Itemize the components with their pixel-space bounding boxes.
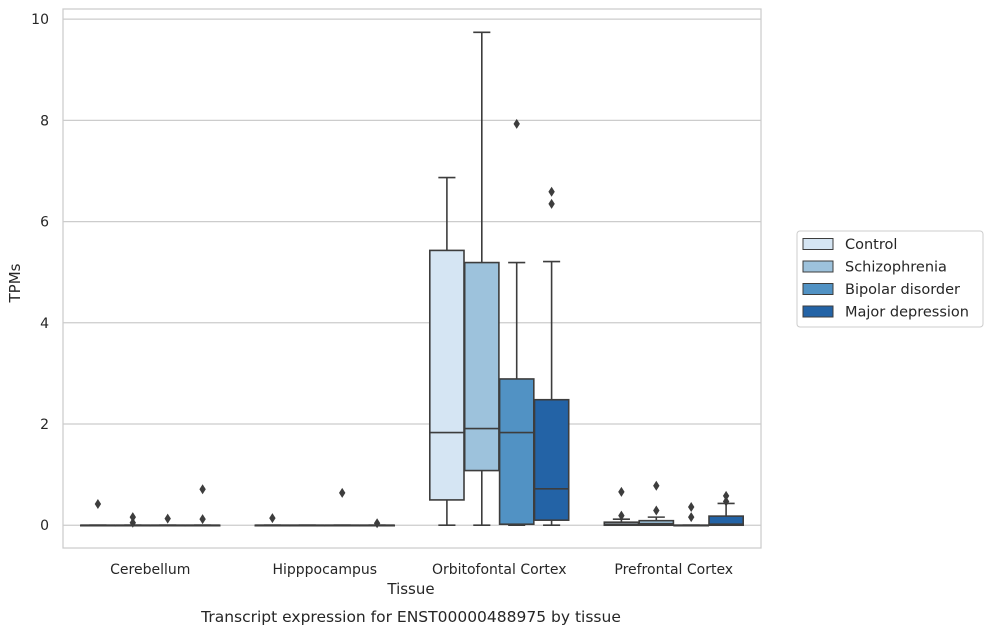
box: [463, 261, 500, 472]
box-schizophrenia: [638, 480, 675, 527]
outlier-point: [548, 186, 555, 197]
x-tick-label: Orbitofontal Cortex: [432, 562, 567, 578]
outlier-point: [94, 498, 102, 509]
legend-frame: [796, 230, 984, 328]
outlier-point: [199, 514, 206, 525]
legend-swatch: [802, 260, 834, 273]
legend-swatch: [802, 283, 834, 295]
box-control: [79, 498, 116, 527]
y-tick-label: 6: [40, 215, 49, 231]
legend-label: Control: [845, 237, 897, 253]
gridlines: [63, 18, 761, 526]
box-bipolar-disorder: [673, 502, 710, 527]
box-major-depression: [184, 484, 221, 527]
y-tick-label: 10: [31, 12, 49, 28]
outlier-point: [129, 517, 136, 528]
box: [498, 378, 535, 526]
box-control: [254, 513, 291, 527]
legend-swatch: [802, 238, 834, 250]
box: [428, 249, 465, 501]
outlier-point: [513, 118, 520, 129]
y-tick-label: 4: [40, 316, 49, 332]
legend-label: Major depression: [845, 305, 969, 321]
outlier-point: [373, 518, 381, 529]
box-control: [428, 176, 465, 527]
legend: Control Schizophrenia Bipolar disorder Majo…: [796, 230, 984, 328]
box-schizophrenia: [289, 524, 326, 527]
x-tick-label: Prefrontal Cortex: [614, 562, 733, 578]
y-tick-label: 0: [40, 518, 49, 534]
x-axis-ticks: Cerebellum Hipppocampus Orbitofontal Corte…: [110, 562, 733, 578]
plot-area-frame: [62, 8, 762, 549]
legend-swatch: [802, 305, 834, 318]
outlier-point: [688, 502, 695, 513]
outlier-point: [199, 484, 206, 495]
legend-label: Schizophrenia: [845, 260, 947, 276]
outlier-point: [653, 505, 660, 516]
x-axis-label: Tissue: [386, 580, 434, 598]
y-tick-label: 2: [40, 417, 49, 433]
outlier-point: [548, 198, 555, 209]
y-axis-ticks: 0 2 4 6 8 10: [31, 12, 49, 534]
outlier-point: [269, 513, 276, 524]
chart-title: Transcript expression for ENST0000048897…: [200, 608, 621, 626]
box-bipolar-disorder: [149, 513, 186, 527]
box-major-depression: [533, 186, 570, 527]
box: [708, 515, 745, 527]
outlier-point: [339, 487, 346, 498]
box: [533, 398, 570, 521]
box-schizophrenia: [114, 512, 151, 528]
y-axis-label: TPMs: [6, 263, 24, 303]
legend-label: Bipolar disorder: [845, 282, 960, 298]
box-bipolar-disorder: [498, 118, 535, 527]
outlier-point: [653, 480, 660, 491]
box-bipolar-disorder: [324, 487, 361, 527]
x-tick-label: Cerebellum: [110, 562, 190, 578]
x-tick-label: Hipppocampus: [272, 562, 377, 578]
box-major-depression: [359, 518, 396, 529]
box-major-depression: [708, 490, 745, 527]
outlier-point: [618, 510, 625, 521]
box-plots: [79, 31, 745, 529]
outlier-point: [688, 512, 695, 523]
outlier-point: [129, 512, 136, 523]
box-schizophrenia: [463, 31, 500, 527]
outlier-point: [722, 490, 730, 501]
outlier-point: [164, 513, 171, 524]
outlier-point: [618, 486, 625, 497]
outlier-point: [722, 496, 730, 507]
box-control: [603, 486, 640, 527]
y-tick-label: 8: [40, 113, 49, 129]
